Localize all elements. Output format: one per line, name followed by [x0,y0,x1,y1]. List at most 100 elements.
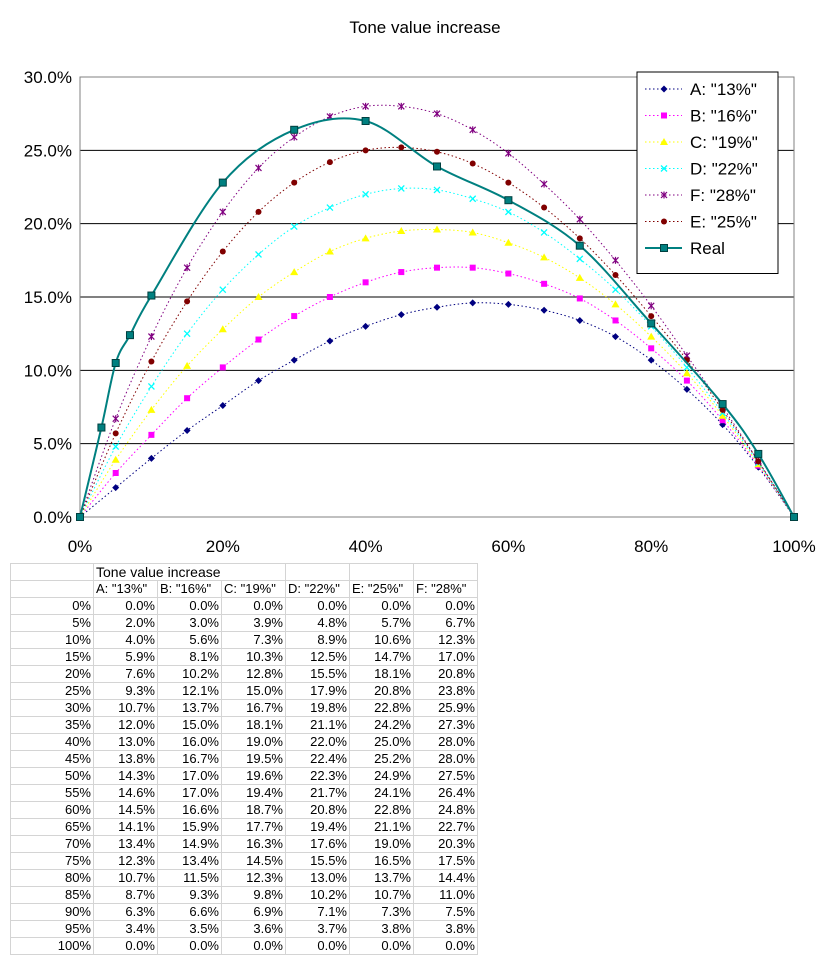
data-point [255,208,262,215]
data-point [611,300,620,308]
table-cell: 12.5% [285,648,350,666]
table-row: 65% 14.1% 15.9% 17.7% 19.4% 21.1% 22.7% [10,818,478,836]
table-cell: 16.6% [157,801,222,819]
legend-item: C: "19%" [645,133,758,152]
data-point [433,186,441,194]
data-point [718,400,727,409]
table-cell: 9.3% [157,886,222,904]
data-point [660,191,668,199]
legend-label: B: "16%" [690,107,757,126]
data-point [219,208,227,216]
table-cell: 40% [10,733,94,751]
table-cell: 14.6% [93,784,158,802]
y-tick-label: 25.0% [24,141,72,160]
table-cell: 4.8% [285,614,350,632]
data-point [576,295,583,302]
data-point [76,513,84,521]
data-point [505,179,512,186]
series-6 [76,117,798,521]
table-cell: 14.7% [349,648,414,666]
data-point [112,484,120,492]
table-cell: 13.4% [157,852,222,870]
table-row: 20% 7.6% 10.2% 12.8% 15.5% 18.1% 20.8% [10,665,478,683]
data-point [326,337,334,345]
table-cell: 13.0% [285,869,350,887]
data-point [183,361,192,369]
data-point [362,279,369,286]
table-cell: 4.0% [93,631,158,649]
table-cell: 20.3% [413,835,478,853]
table-cell: 21.7% [285,784,350,802]
table-cell: 25% [10,682,94,700]
data-point [648,313,655,320]
table-cell: 12.0% [93,716,158,734]
data-point [504,300,512,308]
data-point [362,102,370,110]
data-point [219,248,226,255]
table-cell: 22.0% [285,733,350,751]
data-point [612,256,619,264]
tone-value-chart: Tone value increase 0.0% 5.0% 10.0% 15.0% 20… [24,18,816,556]
table-cell: 17.9% [285,682,350,700]
data-point [719,406,726,413]
legend-label: E: "25%" [690,213,757,232]
table-title-row: Tone value increase [10,563,478,581]
data-point [219,286,227,294]
table-cell: 15% [10,648,94,666]
data-point [397,185,405,192]
x-tick-label: 0% [68,537,93,556]
x-tick-label: 40% [349,537,383,556]
table-cell: 14.5% [221,852,286,870]
table-cell: 3.8% [413,920,478,938]
table-cell: 85% [10,886,94,904]
table-cell: 65% [10,818,94,836]
table-cell: 0.0% [413,597,478,615]
data-point [326,159,333,166]
data-point [576,215,584,223]
table-cell: 22.3% [285,767,350,785]
data-point [433,225,441,233]
data-point [433,303,441,311]
table-row: 90% 6.3% 6.6% 6.9% 7.1% 7.3% 7.5% [10,903,478,921]
data-point [540,229,548,236]
table-row: 15% 5.9% 8.1% 10.3% 12.5% 14.7% 17.0% [10,648,478,666]
table-cell: 15.5% [285,665,350,683]
table-cell: 17.0% [157,767,222,785]
table-cell: 28.0% [413,733,478,751]
x-tick-label: 100% [772,537,815,556]
data-point [718,411,727,419]
data-point [683,377,690,384]
table-cell: 16.7% [157,750,222,768]
table-cell: 3.9% [221,614,286,632]
data-point [469,195,477,203]
table-cell: 24.8% [413,801,478,819]
data-point [661,112,667,119]
legend-item: A: "13%" [645,80,757,99]
data-point [112,470,119,476]
table-cell: 12.3% [93,852,158,870]
table-cell: 27.5% [413,767,478,785]
table-cell: 19.6% [221,767,286,785]
table-cell: 16.3% [221,835,286,853]
table-row: 5% 2.0% 3.0% 3.9% 4.8% 5.7% 6.7% [10,614,478,632]
table-cell: 7.5% [413,903,478,921]
data-point [647,302,655,310]
table-cell: 55% [10,784,94,802]
table-cell: 19.0% [221,733,286,751]
table-row: 50% 14.3% 17.0% 19.6% 22.3% 24.9% 27.5% [10,767,478,785]
chart-title: Tone value increase [349,18,500,37]
table-cell: 17.5% [413,852,478,870]
y-tick-label: 5.0% [33,435,72,454]
table-cell: 19.8% [285,699,350,717]
data-point [397,311,405,319]
data-point [112,443,120,451]
table-cell: 21.1% [349,818,414,836]
table-cell: 5.9% [93,648,158,666]
table-cell: Tone value increase [93,563,286,581]
table-cell: 8.9% [285,631,350,649]
table-row: 75% 12.3% 13.4% 14.5% 15.5% 16.5% 17.5% [10,852,478,870]
table-cell: 16.5% [349,852,414,870]
data-point [125,331,134,340]
table-cell: 5% [10,614,94,632]
table-cell: 24.2% [349,716,414,734]
